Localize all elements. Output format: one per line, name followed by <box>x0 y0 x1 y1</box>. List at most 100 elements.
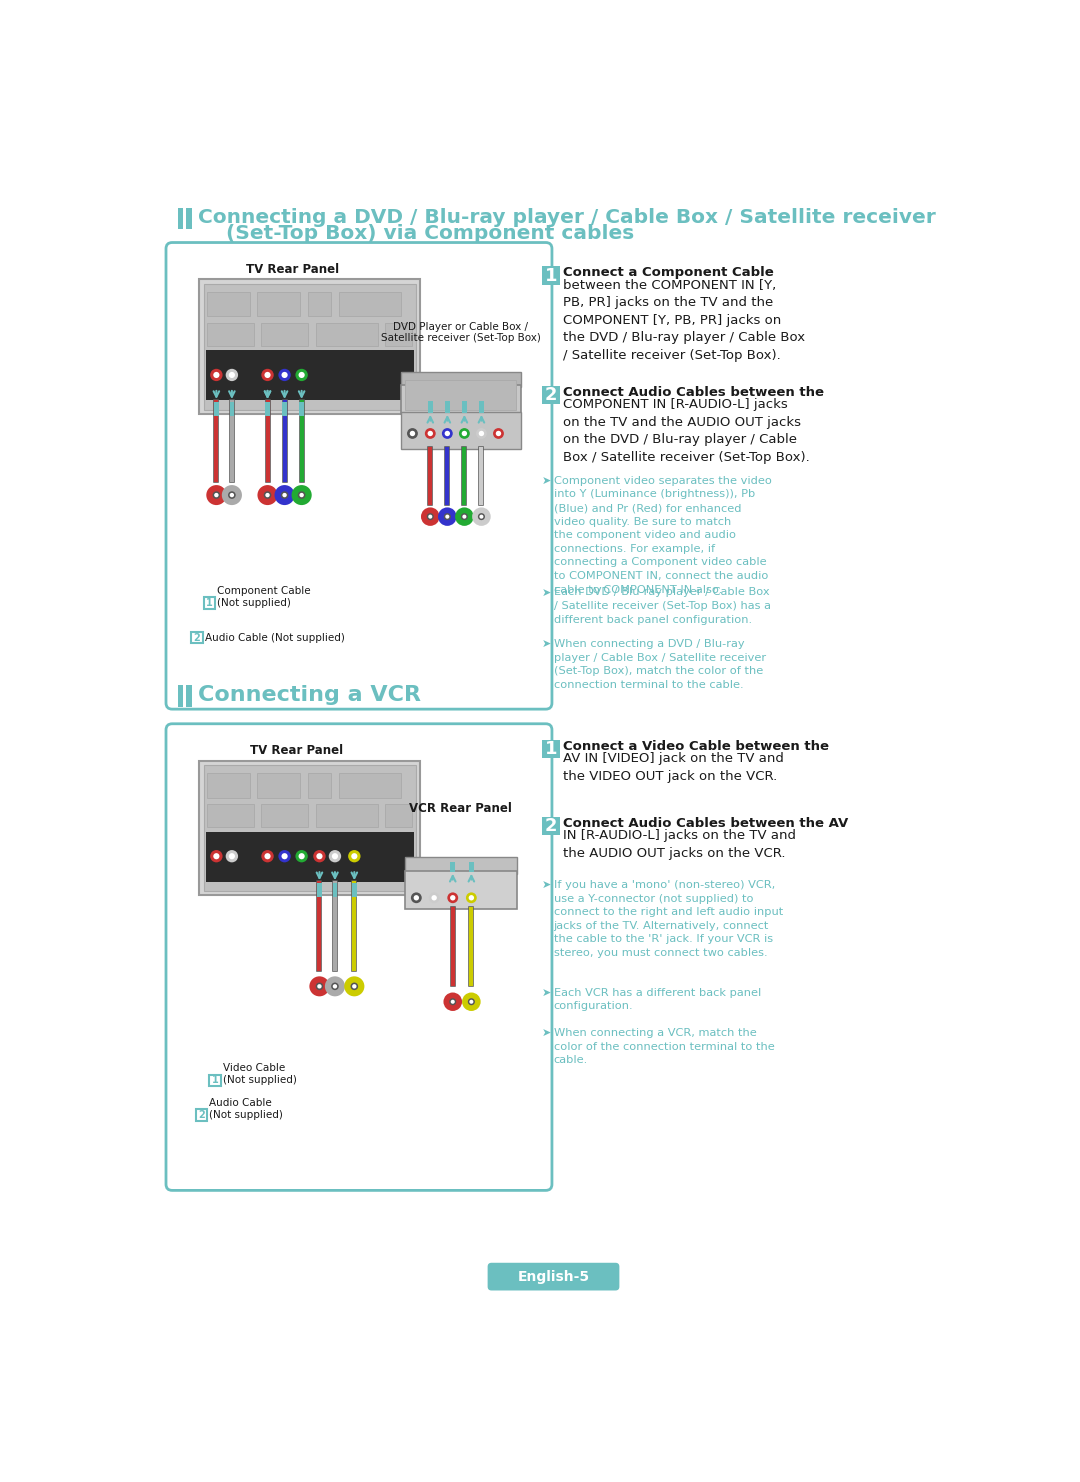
FancyBboxPatch shape <box>204 597 215 609</box>
Circle shape <box>325 977 345 996</box>
FancyBboxPatch shape <box>542 385 561 405</box>
Circle shape <box>229 372 235 378</box>
Text: between the COMPONENT IN [Y,
PB, PR] jacks on the TV and the
COMPONENT [Y, PB, P: between the COMPONENT IN [Y, PB, PR] jac… <box>563 279 805 362</box>
FancyBboxPatch shape <box>200 760 420 895</box>
Circle shape <box>282 372 287 378</box>
FancyBboxPatch shape <box>204 765 416 891</box>
Circle shape <box>461 431 467 436</box>
Text: Component Cable
(Not supplied): Component Cable (Not supplied) <box>217 585 311 608</box>
Text: 1: 1 <box>545 267 557 285</box>
Text: Video Cable
(Not supplied): Video Cable (Not supplied) <box>222 1063 296 1085</box>
Circle shape <box>472 507 490 526</box>
Text: ➤: ➤ <box>542 639 551 649</box>
Text: 2: 2 <box>199 1110 205 1120</box>
Circle shape <box>316 854 323 860</box>
FancyBboxPatch shape <box>266 402 270 416</box>
Circle shape <box>414 895 419 901</box>
Text: AV IN [VIDEO] jack on the TV and
the VIDEO OUT jack on the VCR.: AV IN [VIDEO] jack on the TV and the VID… <box>563 753 784 782</box>
Circle shape <box>213 491 220 499</box>
Text: Connecting a VCR: Connecting a VCR <box>198 685 421 705</box>
Circle shape <box>409 431 415 436</box>
Text: Each DVD / Blu-ray player / Cable Box
/ Satellite receiver (Set-Top Box) has a
d: Each DVD / Blu-ray player / Cable Box / … <box>554 587 770 625</box>
Circle shape <box>445 431 450 436</box>
Text: DVD Player or Cable Box /: DVD Player or Cable Box / <box>393 322 528 332</box>
Circle shape <box>438 507 457 526</box>
FancyBboxPatch shape <box>308 292 332 317</box>
Circle shape <box>213 854 219 860</box>
Circle shape <box>352 984 356 988</box>
FancyBboxPatch shape <box>207 323 254 345</box>
FancyBboxPatch shape <box>401 385 521 415</box>
FancyBboxPatch shape <box>339 292 401 317</box>
FancyBboxPatch shape <box>405 871 517 910</box>
Text: ➤: ➤ <box>542 1029 551 1037</box>
Text: Component video separates the video
into Y (Luminance (brightness)), Pb
(Blue) a: Component video separates the video into… <box>554 476 771 594</box>
Circle shape <box>450 895 456 901</box>
Circle shape <box>351 983 359 990</box>
Circle shape <box>480 514 484 519</box>
Circle shape <box>444 513 450 520</box>
Circle shape <box>427 513 434 520</box>
Circle shape <box>279 369 291 381</box>
Circle shape <box>449 999 456 1005</box>
Circle shape <box>266 494 270 498</box>
Circle shape <box>206 485 227 505</box>
Circle shape <box>299 494 303 498</box>
Circle shape <box>468 999 475 1005</box>
Circle shape <box>261 851 273 863</box>
Circle shape <box>476 428 487 439</box>
Circle shape <box>313 851 326 863</box>
Text: TV Rear Panel: TV Rear Panel <box>249 744 342 757</box>
Circle shape <box>213 372 219 378</box>
Circle shape <box>282 494 287 498</box>
FancyBboxPatch shape <box>488 1263 619 1291</box>
FancyBboxPatch shape <box>195 1109 207 1120</box>
Text: When connecting a VCR, match the
color of the connection terminal to the
cable.: When connecting a VCR, match the color o… <box>554 1029 774 1066</box>
Circle shape <box>459 428 470 439</box>
FancyBboxPatch shape <box>315 323 378 345</box>
FancyBboxPatch shape <box>386 323 413 345</box>
FancyBboxPatch shape <box>200 280 420 415</box>
Circle shape <box>496 431 501 436</box>
Circle shape <box>282 854 287 860</box>
Circle shape <box>229 854 235 860</box>
Circle shape <box>228 491 235 499</box>
Text: Audio Cable (Not supplied): Audio Cable (Not supplied) <box>205 633 345 643</box>
Text: (Set-Top Box) via Component cables: (Set-Top Box) via Component cables <box>198 224 634 243</box>
FancyBboxPatch shape <box>186 685 191 707</box>
Circle shape <box>298 854 305 860</box>
FancyBboxPatch shape <box>191 631 203 643</box>
Circle shape <box>477 513 485 520</box>
Circle shape <box>348 851 361 863</box>
Circle shape <box>442 428 453 439</box>
FancyBboxPatch shape <box>261 803 308 827</box>
Circle shape <box>410 892 422 903</box>
FancyBboxPatch shape <box>166 723 552 1190</box>
Circle shape <box>328 851 341 863</box>
Text: Connect Audio Cables between the AV: Connect Audio Cables between the AV <box>563 817 848 830</box>
Circle shape <box>211 851 222 863</box>
Circle shape <box>429 892 440 903</box>
FancyBboxPatch shape <box>186 207 191 230</box>
Text: COMPONENT IN [R-AUDIO-L] jacks
on the TV and the AUDIO OUT jacks
on the DVD / Bl: COMPONENT IN [R-AUDIO-L] jacks on the TV… <box>563 399 810 464</box>
FancyBboxPatch shape <box>261 323 308 345</box>
FancyBboxPatch shape <box>318 883 322 897</box>
FancyBboxPatch shape <box>401 412 521 449</box>
FancyBboxPatch shape <box>339 774 401 797</box>
FancyBboxPatch shape <box>207 803 254 827</box>
Circle shape <box>431 895 437 901</box>
Text: If you have a 'mono' (non-stereo) VCR,
use a Y-connector (not supplied) to
conne: If you have a 'mono' (non-stereo) VCR, u… <box>554 880 783 957</box>
FancyBboxPatch shape <box>469 861 474 873</box>
FancyBboxPatch shape <box>445 402 449 413</box>
Text: Connect a Video Cable between the: Connect a Video Cable between the <box>563 740 828 753</box>
Circle shape <box>351 854 357 860</box>
Circle shape <box>226 369 238 381</box>
Circle shape <box>462 514 467 519</box>
Circle shape <box>230 494 234 498</box>
Text: Audio Cable
(Not supplied): Audio Cable (Not supplied) <box>210 1098 283 1120</box>
Text: Satellite receiver (Set-Top Box): Satellite receiver (Set-Top Box) <box>381 332 541 342</box>
Circle shape <box>494 428 504 439</box>
FancyBboxPatch shape <box>205 350 414 400</box>
Circle shape <box>333 984 337 988</box>
Text: 1: 1 <box>212 1076 218 1085</box>
